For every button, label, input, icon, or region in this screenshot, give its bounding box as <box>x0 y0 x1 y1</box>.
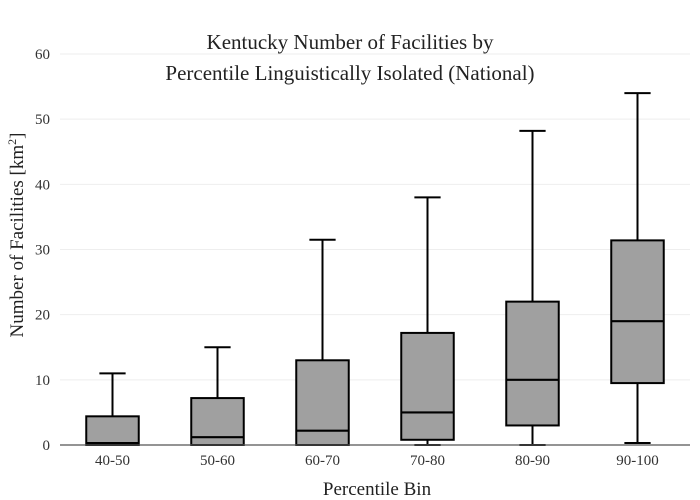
x-tick-label: 60-70 <box>305 453 340 469</box>
x-tick-label: 80-90 <box>515 453 550 469</box>
box-series <box>85 92 665 446</box>
box-50-60 <box>190 346 245 446</box>
y-tick-label: 20 <box>35 308 50 324</box>
box-40-50 <box>85 372 140 446</box>
y-tick-label: 40 <box>35 177 50 193</box>
y-tick-label: 0 <box>43 438 51 454</box>
y-tick-label: 30 <box>35 243 50 259</box>
box-70-80 <box>400 196 455 446</box>
y-tick-label: 10 <box>35 373 50 389</box>
y-axis-title-end: ] <box>7 133 28 139</box>
y-axis-title-superscript: 2 <box>5 139 19 145</box>
iqr-box <box>505 300 560 427</box>
iqr-box <box>295 359 350 446</box>
chart-title-line-2: Percentile Linguistically Isolated (Nati… <box>165 61 534 85</box>
x-tick-label: 70-80 <box>410 453 445 469</box>
box-90-100 <box>610 92 665 445</box>
y-axis-title: Number of Facilities [km2] <box>5 133 28 338</box>
box-80-90 <box>505 129 560 446</box>
chart-title-line-1: Kentucky Number of Facilities by <box>207 30 494 54</box>
iqr-box <box>400 331 455 441</box>
gridlines <box>60 53 690 381</box>
x-tick-label: 90-100 <box>616 453 659 469</box>
iqr-box <box>85 415 140 446</box>
x-tick-label: 40-50 <box>95 453 130 469</box>
x-tick-labels: 40-50 50-60 60-70 70-80 80-90 90-100 <box>95 453 659 469</box>
y-axis-title-main: Number of Facilities [km <box>7 145 28 338</box>
y-tick-labels: 0 10 20 30 40 50 60 <box>35 47 50 454</box>
iqr-box <box>610 239 665 385</box>
box-60-70 <box>295 238 350 446</box>
y-tick-label: 60 <box>35 47 50 63</box>
y-tick-label: 50 <box>35 112 50 128</box>
x-axis-title: Percentile Bin <box>323 479 432 500</box>
x-tick-label: 50-60 <box>200 453 235 469</box>
